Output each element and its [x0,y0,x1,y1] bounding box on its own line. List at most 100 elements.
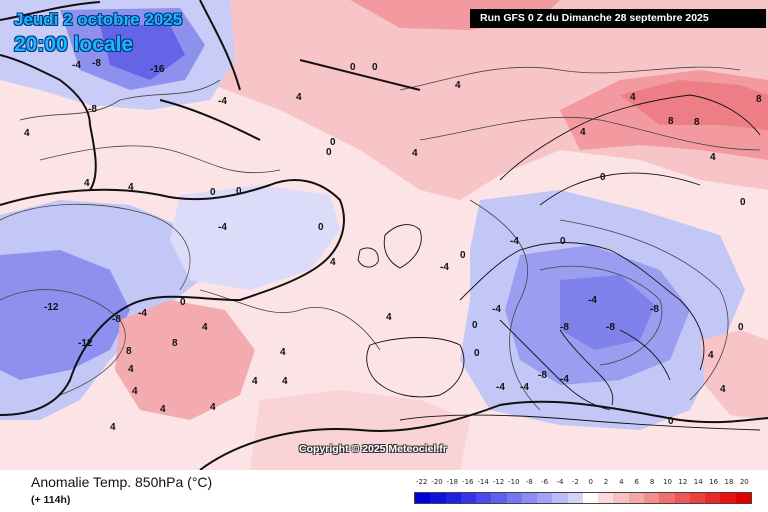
contour-label: 0 [740,197,746,208]
cold-anomaly-atlantic-core [0,250,130,380]
contour-label: 4 [708,350,714,361]
contour-label: -4 [72,60,81,71]
legend-label: -12 [492,478,505,486]
legend-swatch [659,493,675,503]
contour-label: 8 [126,346,132,357]
legend-swatch [674,493,690,503]
legend-label: -10 [508,478,520,486]
contour-label: 4 [84,178,90,189]
warm-anomaly-north [180,0,768,200]
contour-label: -4 [520,382,529,393]
contour-label: 4 [455,80,461,91]
legend-swatch [521,493,538,503]
contour-label: 4 [710,152,716,163]
run-banner: Run GFS 0 Z du Dimanche 28 septembre 202… [470,9,766,28]
coastline-atlantic-front [0,179,345,416]
legend-swatch [445,493,461,503]
contour-label: 0 [350,62,356,73]
contour-label: -4 [492,304,501,315]
uk-ireland-outline [357,224,422,269]
legend-swatch [705,493,721,503]
legend-label: 18 [724,478,734,486]
contour-label: 4 [580,127,586,138]
legend-swatch [430,493,446,503]
contour-label: 8 [694,117,700,128]
north-africa-outline [399,414,761,431]
cold-anomaly-greenland-inner [100,25,185,80]
legend-swatch [582,493,599,503]
legend-labels: -22 -20 -18 -16 -14 -12 -10 -8 -6 -4 -2 0 2 4 6 8 10 12 14… [414,478,752,490]
warm-anomaly-azores [115,300,255,420]
legend-label: -8 [525,478,533,486]
contour-label: -4 [496,382,505,393]
legend-swatch [415,493,431,503]
contour-label: 0 [600,172,606,183]
contour-label: 4 [160,404,166,415]
footer: Anomalie Temp. 850hPa (°C) (+ 114h) -22-… [0,470,768,512]
legend-swatch [552,493,568,503]
contour-label: -8 [112,314,121,325]
warm-anomaly-north-strong [620,80,768,130]
anomaly-map: -16 -8 -8 -4 -4 0 0 4 4 0 0 4 4 4 0 0 -4 0 4 0 -12 -12 -8 -4 0 8 8… [0,0,768,470]
contour-label: 0 [738,322,744,333]
legend-swatch [491,493,507,503]
legend-swatch [567,493,583,503]
contour-label: 0 [460,250,466,261]
contour-label: 4 [132,386,138,397]
isolines [0,66,761,411]
legend-label: 8 [649,478,655,486]
contour-label: 0 [210,187,216,198]
legend-swatch [689,493,706,503]
forecast-date: Jeudi 2 octobre 2025 [14,10,183,29]
contour-label: -8 [92,58,101,69]
legend-label: 12 [678,478,688,486]
contour-label: -4 [440,262,449,273]
contour-label: 4 [202,322,208,333]
legend-colorbar [414,492,752,504]
chart-title: Anomalie Temp. 850hPa (°C) [31,474,213,490]
legend-label: -22 [415,478,428,486]
contour-label: 0 [668,416,674,427]
contour-label: 4 [630,92,636,103]
contour-label: 4 [24,128,30,139]
legend-label: 4 [619,478,624,486]
legend-swatch [598,493,614,503]
contour-label: 4 [128,182,134,193]
legend-label: -14 [477,478,489,486]
contour-label: 4 [110,422,116,433]
contour-label: -4 [138,308,147,319]
contour-label: 0 [560,236,566,247]
legend-label: 6 [634,478,639,486]
legend-swatch [460,493,477,503]
legend-label: -6 [541,478,549,486]
scandinavia-outline [499,94,761,206]
contour-label: -12 [78,338,93,349]
contour-label: 4 [412,148,418,159]
contour-label: 4 [128,364,134,375]
contour-label: 0 [180,297,186,308]
coastline-north-front [159,59,421,141]
legend-label: -20 [431,478,443,486]
contour-label: 0 [326,147,332,158]
copyright: Copyright © 2025 Meteociel.fr [299,443,447,455]
legend-label: -2 [571,478,579,486]
coastlines [0,0,768,470]
land-outlines [357,94,761,431]
contour-label: 8 [756,94,762,105]
coastline-south [199,400,768,470]
europe-outline [459,242,705,411]
contour-label: 4 [720,384,726,395]
legend-swatch [613,493,629,503]
contour-label: 4 [282,376,288,387]
legend-label: -18 [446,478,459,486]
contour-label: 0 [472,320,478,331]
contour-label: 0 [330,137,336,148]
contour-label: -4 [218,222,227,233]
legend-swatch [735,493,751,503]
contour-label: 0 [372,62,378,73]
contour-label: 4 [386,312,392,323]
contour-label: 4 [210,402,216,413]
legend-label: 20 [739,478,749,486]
